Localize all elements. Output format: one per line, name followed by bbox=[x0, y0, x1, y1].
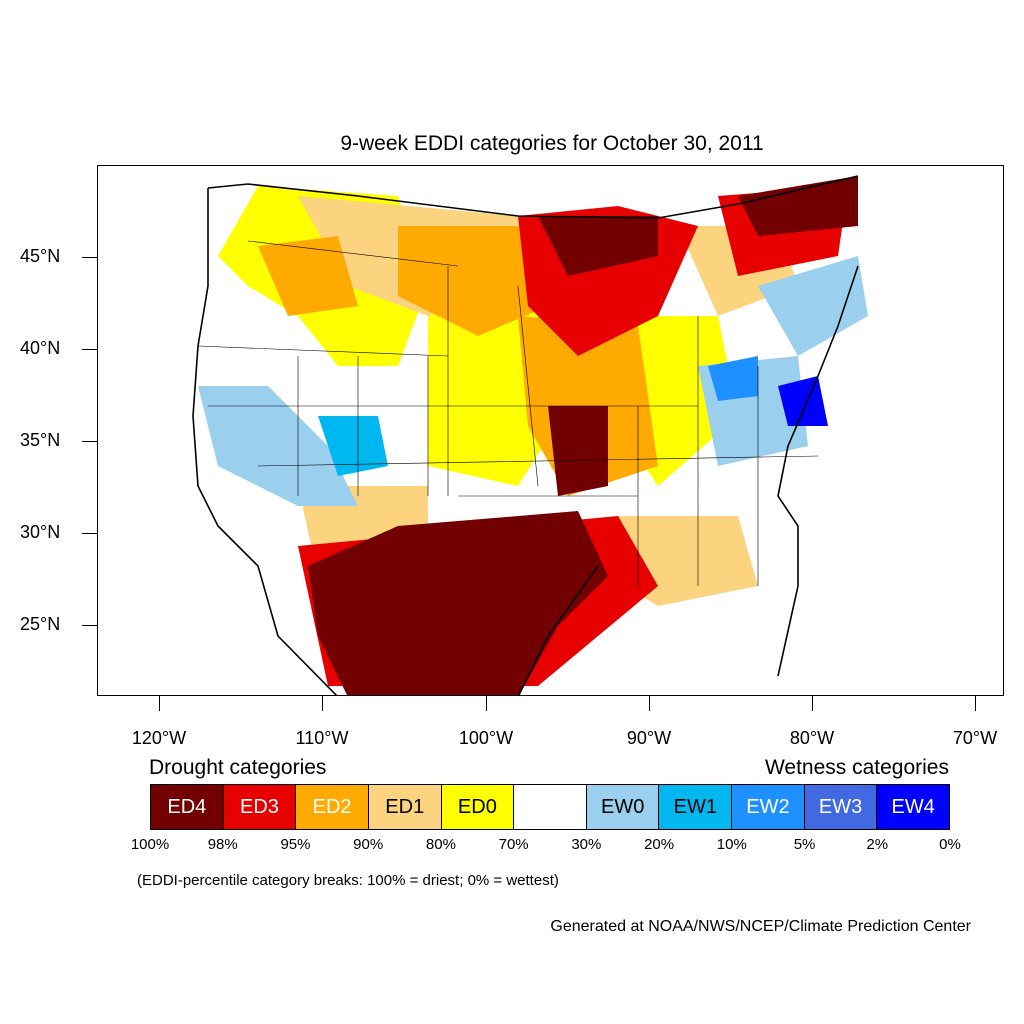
lon-label-70w: 70°W bbox=[952, 728, 998, 748]
percent-break-label: 95% bbox=[280, 836, 311, 853]
lat-tick bbox=[82, 349, 97, 350]
ed4-region-mo bbox=[548, 406, 608, 496]
lat-label-25n: 25°N bbox=[20, 614, 61, 634]
legend-swatch-ed2: ED2 bbox=[296, 785, 369, 829]
lon-label-100w: 100°W bbox=[458, 728, 514, 748]
lat-tick bbox=[82, 533, 97, 534]
ew2-region-ohio bbox=[708, 356, 758, 401]
legend-swatch-ed1: ED1 bbox=[368, 785, 442, 829]
percent-break-label: 70% bbox=[498, 836, 529, 853]
legend-swatch-ed3: ED3 bbox=[223, 785, 297, 829]
ew0-region-ne bbox=[758, 256, 868, 356]
ew0-region-west bbox=[198, 386, 358, 506]
percent-break-label: 2% bbox=[866, 836, 889, 853]
ed2-region-west bbox=[258, 236, 358, 316]
legend-swatch-ew0: EW0 bbox=[586, 785, 660, 829]
eddi-map bbox=[192, 175, 868, 695]
legend-swatch-ew4: EW4 bbox=[877, 785, 950, 829]
ed4-region-north bbox=[538, 216, 658, 276]
lon-tick bbox=[649, 696, 650, 711]
percent-break-label: 10% bbox=[716, 836, 747, 853]
lat-label-45n: 45°N bbox=[20, 246, 61, 266]
wetness-categories-heading: Wetness categories bbox=[764, 756, 949, 779]
percent-break-label: 100% bbox=[130, 836, 170, 853]
lon-label-80w: 80°W bbox=[789, 728, 835, 748]
ew4-region-ne bbox=[778, 376, 828, 426]
credit-line: Generated at NOAA/NWS/NCEP/Climate Predi… bbox=[550, 918, 971, 935]
legend-swatch-ew2: EW2 bbox=[732, 785, 805, 829]
lat-label-30n: 30°N bbox=[20, 522, 61, 542]
percent-break-label: 0% bbox=[939, 836, 961, 853]
legend-swatch-ew1: EW1 bbox=[659, 785, 733, 829]
lat-label-40n: 40°N bbox=[20, 338, 61, 358]
drought-categories-heading: Drought categories bbox=[149, 756, 327, 779]
lon-tick bbox=[159, 696, 160, 711]
legend-swatch-ed4: ED4 bbox=[151, 785, 224, 829]
lon-label-110w: 110°W bbox=[295, 728, 349, 748]
map-title: 9-week EDDI categories for October 30, 2… bbox=[340, 132, 764, 155]
lon-tick bbox=[322, 696, 323, 711]
lat-tick bbox=[82, 257, 97, 258]
coastline bbox=[192, 175, 859, 695]
ed4-region-ne bbox=[738, 176, 858, 236]
ed4-region-tx bbox=[308, 511, 608, 695]
lat-tick bbox=[82, 625, 97, 626]
percent-break-label: 20% bbox=[644, 836, 675, 853]
category-legend: ED4 ED3 ED2 ED1 ED0 EW0 EW1 EW2 EW3 EW4 bbox=[150, 784, 950, 830]
lon-label-120w: 120°W bbox=[131, 728, 187, 748]
ed2-region bbox=[398, 226, 548, 336]
state-borders bbox=[197, 240, 819, 586]
lat-tick bbox=[82, 441, 97, 442]
lon-tick bbox=[975, 696, 976, 711]
lon-tick bbox=[812, 696, 813, 711]
map-panel bbox=[97, 165, 1004, 696]
lat-label-35n: 35°N bbox=[20, 430, 61, 450]
lon-tick bbox=[486, 696, 487, 711]
percent-break-label: 5% bbox=[793, 836, 816, 853]
lon-label-90w: 90°W bbox=[626, 728, 672, 748]
legend-swatch-ew3: EW3 bbox=[804, 785, 878, 829]
legend-swatch-neutral bbox=[514, 785, 587, 829]
legend-swatch-ed0: ED0 bbox=[441, 785, 515, 829]
percent-break-label: 98% bbox=[207, 836, 238, 853]
percent-break-label: 90% bbox=[353, 836, 384, 853]
percent-break-label: 80% bbox=[425, 836, 456, 853]
ew1-region-west bbox=[318, 416, 388, 476]
breaks-note: (EDDI-percentile category breaks: 100% =… bbox=[137, 872, 559, 889]
percent-break-label: 30% bbox=[571, 836, 602, 853]
